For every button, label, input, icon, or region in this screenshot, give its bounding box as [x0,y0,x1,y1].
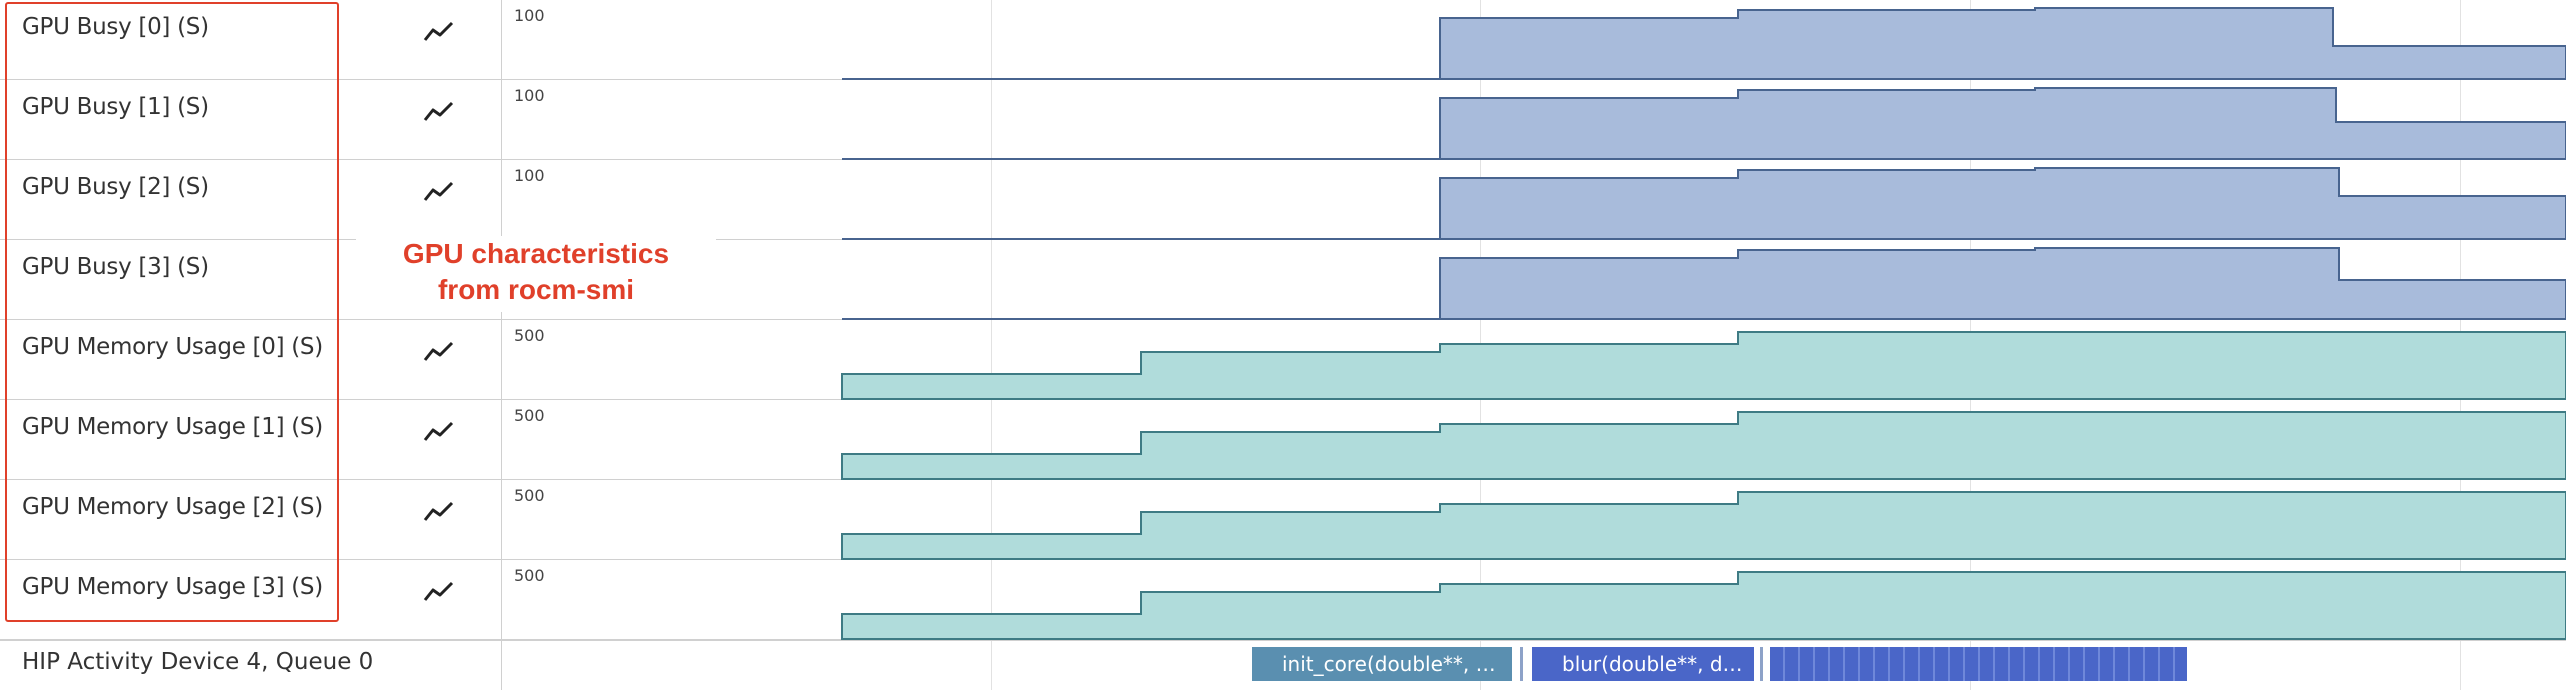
counter-graph [841,411,2566,480]
track-max-label: 500 [514,326,545,345]
hip-activity-track[interactable]: HIP Activity Device 4, Queue 0 init_core… [0,640,2566,690]
track-max-label: 100 [514,6,545,25]
track-max-label: 100 [514,166,545,185]
track-title: GPU Memory Usage [3] (S) [22,574,323,600]
kernel-slices-group[interactable] [1770,647,2187,681]
gpu-memory-area [841,571,2566,640]
counter-graph [842,247,2566,320]
track-title: GPU Memory Usage [2] (S) [22,494,323,520]
counter-graph [841,571,2566,640]
counter-graph [842,87,2566,160]
line-chart-icon[interactable] [422,338,456,364]
counter-track[interactable]: GPU Busy [0] (S) 100 [0,0,2566,80]
line-chart-icon[interactable] [422,98,456,124]
gpu-busy-area [1439,87,2566,160]
track-title: GPU Busy [3] (S) [22,254,209,280]
counter-track[interactable]: GPU Busy [3] (S) [0,240,2566,320]
counter-track[interactable]: GPU Busy [2] (S) 100 [0,160,2566,240]
annotation-box [5,2,339,622]
counter-track[interactable]: GPU Memory Usage [2] (S) 500 [0,480,2566,560]
counter-track[interactable]: GPU Memory Usage [1] (S) 500 [0,400,2566,480]
counter-graph [841,491,2566,560]
counter-track[interactable]: GPU Busy [1] (S) 100 [0,80,2566,160]
counter-track[interactable]: GPU Memory Usage [3] (S) 500 [0,560,2566,640]
track-max-label: 500 [514,406,545,425]
gpu-busy-area [1439,247,2566,320]
hip-track-title: HIP Activity Device 4, Queue 0 [22,649,374,675]
slice-blur[interactable]: blur(double**, d… [1532,647,1754,681]
gpu-memory-area [841,331,2566,400]
track-title: GPU Busy [0] (S) [22,14,209,40]
slice-init-core[interactable]: init_core(double**, … [1252,647,1512,681]
track-max-label: 500 [514,566,545,585]
track-max-label: 500 [514,486,545,505]
track-panel-divider[interactable] [501,0,502,690]
track-max-label: 100 [514,86,545,105]
counter-graph [841,331,2566,400]
counter-track[interactable]: GPU Memory Usage [0] (S) 500 [0,320,2566,400]
line-chart-icon[interactable] [422,418,456,444]
annotation-line-1: GPU characteristics [402,238,670,269]
track-title: GPU Memory Usage [1] (S) [22,414,323,440]
counter-graph [842,167,2566,240]
gpu-memory-area [841,491,2566,560]
timeline-gridline [991,0,992,690]
gpu-busy-area [1439,7,2566,80]
track-title: GPU Busy [1] (S) [22,94,209,120]
annotation-line-2: from rocm-smi [437,274,635,305]
line-chart-icon[interactable] [422,498,456,524]
line-chart-icon[interactable] [422,178,456,204]
line-chart-icon[interactable] [422,578,456,604]
track-title: GPU Memory Usage [0] (S) [22,334,323,360]
slice-marker[interactable] [1760,647,1763,681]
gpu-busy-area [1439,167,2566,240]
counter-graph [842,7,2566,80]
slice-marker[interactable] [1520,647,1523,681]
line-chart-icon[interactable] [422,18,456,44]
annotation-callout: GPU characteristics from rocm-smi [356,236,716,312]
track-title: GPU Busy [2] (S) [22,174,209,200]
gpu-memory-area [841,411,2566,480]
